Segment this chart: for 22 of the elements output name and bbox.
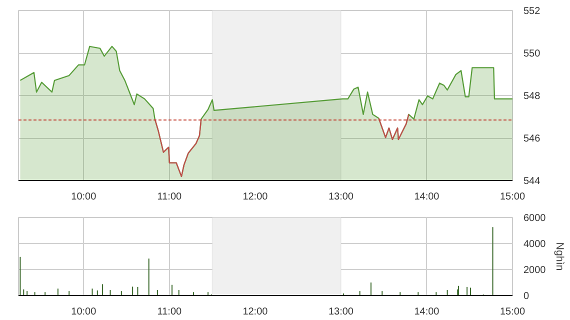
x-tick-label: 13:00 [328,306,354,318]
y-tick-label: 546 [524,134,541,144]
y-tick-label: 544 [524,176,541,187]
x-tick-label: 15:00 [500,192,526,202]
y-axis-title: Nghìn [554,242,566,271]
x-tick-label: 15:00 [500,306,526,318]
x-tick-label: 14:00 [414,192,440,202]
x-tick-label: 10:00 [71,192,97,202]
x-tick-label: 11:00 [157,192,182,202]
y-tick-label: 2000 [524,265,546,276]
y-tick-label: 6000 [524,213,546,224]
y-tick-label: 548 [524,91,541,102]
x-tick-label: 13:00 [328,192,354,202]
x-tick-label: 12:00 [242,306,268,318]
x-tick-label: 10:00 [71,306,97,318]
x-tick-label: 12:00 [242,192,268,202]
y-tick-label: 0 [524,291,530,302]
y-tick-label: 552 [524,6,541,17]
y-tick-label: 4000 [524,239,546,250]
x-tick-label: 11:00 [157,306,182,318]
y-tick-label: 550 [524,48,541,60]
x-tick-label: 14:00 [414,306,440,318]
